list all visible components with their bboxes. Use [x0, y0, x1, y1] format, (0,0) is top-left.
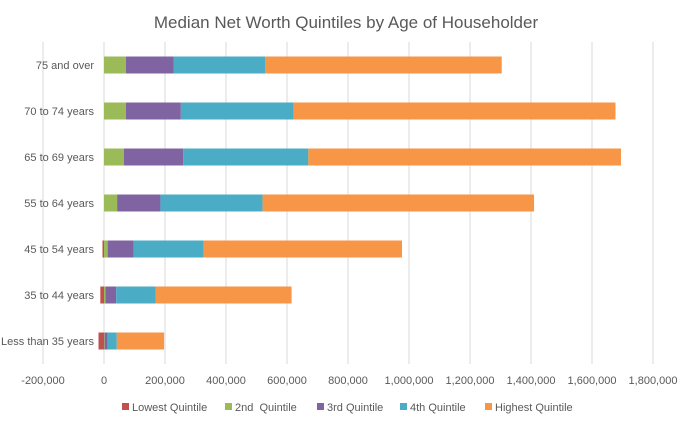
legend-label: Highest Quintile: [495, 402, 573, 414]
bar-segment: [117, 194, 161, 212]
x-tick-label: 1,200,000: [446, 375, 495, 387]
x-tick-label: 200,000: [145, 375, 185, 387]
bar-segment: [104, 56, 126, 74]
bar-segment: [155, 286, 292, 304]
bar-segment: [160, 194, 263, 212]
chart-title: Median Net Worth Quintiles by Age of Hou…: [154, 13, 539, 32]
x-tick-label: 1,800,000: [629, 375, 678, 387]
legend-swatch: [317, 403, 324, 410]
bar-segment: [116, 286, 156, 304]
legend-label: 4th Quintile: [410, 402, 466, 414]
legend-label: 2nd Quintile: [235, 402, 297, 414]
bar-segment: [123, 148, 184, 166]
bar-segment: [107, 332, 117, 350]
bar-segment: [173, 56, 266, 74]
bars: [98, 56, 621, 350]
bar-segment: [100, 286, 104, 304]
bar-segment: [203, 240, 402, 258]
bar-segment: [104, 102, 126, 120]
bar-segment: [116, 332, 165, 350]
x-tick-label: 0: [101, 375, 107, 387]
x-tick-label: 1,600,000: [568, 375, 617, 387]
bar-segment: [104, 332, 105, 350]
bar-segment: [308, 148, 621, 166]
category-label: 35 to 44 years: [24, 290, 94, 302]
category-label: 75 and over: [36, 60, 94, 72]
legend-swatch: [485, 403, 492, 410]
bar-segment: [104, 148, 124, 166]
bar-segment: [180, 102, 294, 120]
legend-swatch: [400, 403, 407, 410]
legend-swatch: [122, 403, 129, 410]
x-tick-label: -200,000: [21, 375, 64, 387]
legend: Lowest Quintile 2nd Quintile 3rd Quintile 4…: [122, 402, 573, 414]
bar-segment: [104, 194, 118, 212]
bar-segment: [104, 240, 108, 258]
x-tick-label: 400,000: [206, 375, 246, 387]
bar-segment: [265, 56, 502, 74]
category-label: 45 to 54 years: [24, 244, 94, 256]
bar-segment: [105, 286, 117, 304]
bar-segment: [133, 240, 204, 258]
bar-segment: [98, 332, 104, 350]
bar-segment: [125, 102, 181, 120]
x-tick-label: 600,000: [267, 375, 307, 387]
category-label: 65 to 69 years: [24, 152, 94, 164]
category-label: 70 to 74 years: [24, 106, 94, 118]
x-tick-label: 1,000,000: [385, 375, 434, 387]
x-tick-label: 800,000: [328, 375, 368, 387]
bar-segment: [104, 286, 106, 304]
bar-segment: [293, 102, 616, 120]
category-label: Less than 35 years: [1, 336, 94, 348]
category-label: 55 to 64 years: [24, 198, 94, 210]
category-labels: Less than 35 years 35 to 44 years 45 to 54…: [1, 60, 94, 348]
bar-segment: [107, 240, 134, 258]
x-tick-label: 1,400,000: [507, 375, 556, 387]
legend-swatch: [225, 403, 232, 410]
bar-segment: [125, 56, 174, 74]
bar-segment: [104, 332, 108, 350]
x-axis-tick-labels: -200,000 0 200,000 400,000 600,000 800,000 1,0…: [21, 375, 677, 387]
legend-label: Lowest Quintile: [132, 402, 207, 414]
bar-segment: [183, 148, 309, 166]
legend-label: 3rd Quintile: [327, 402, 383, 414]
bar-segment: [102, 240, 104, 258]
bar-segment: [262, 194, 535, 212]
